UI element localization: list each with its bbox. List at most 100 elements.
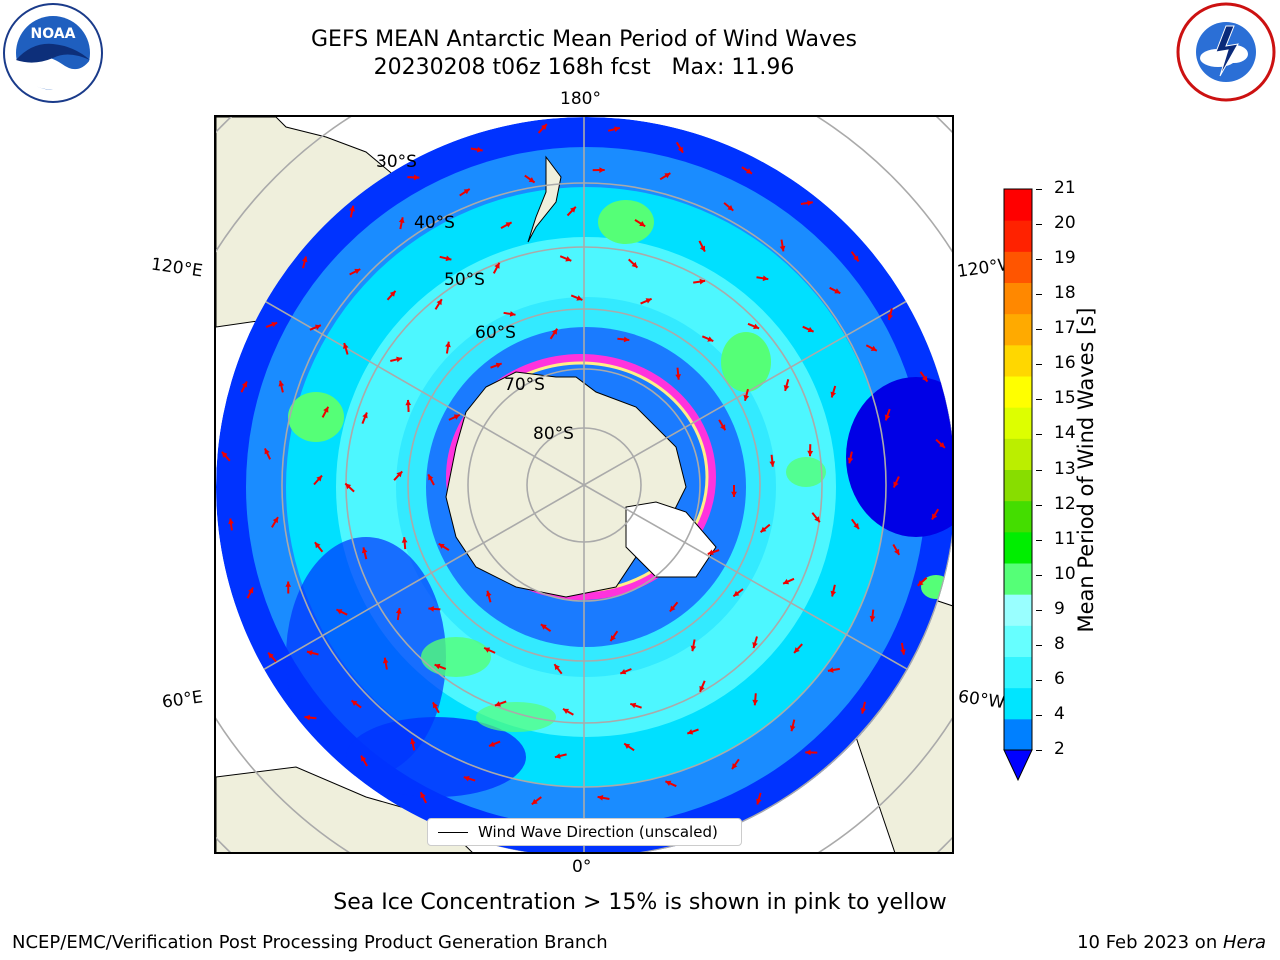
colorbar-band <box>1004 531 1032 564</box>
wave-arrow-head <box>304 714 311 721</box>
wave-arrow-head <box>727 205 734 211</box>
wave-arrow-head <box>639 221 646 227</box>
wave-arrow-head <box>860 707 867 714</box>
wave-arrow-head <box>807 200 813 206</box>
wave-arrow-head <box>528 177 535 183</box>
colorbar-tick-label: 2 <box>1054 739 1065 759</box>
wave-arrow-head <box>887 314 893 320</box>
colorbar-tick-mark <box>1036 329 1042 331</box>
colorbar-tick-mark <box>1036 539 1042 541</box>
colorbar-tick-mark <box>1036 714 1042 716</box>
wave-arrow-head <box>445 341 451 348</box>
wave-arrow-head <box>301 256 308 263</box>
new-zealand-land <box>527 155 562 243</box>
wave-arrow-head <box>336 609 343 615</box>
map-legend: Wind Wave Direction (unscaled) <box>427 818 742 846</box>
wave-arrow-head <box>484 647 491 653</box>
wave-arrow-head <box>752 642 758 648</box>
wave-arrow-head <box>731 491 737 497</box>
wave-arrow-head <box>410 738 416 745</box>
colorbar-tick-label: 6 <box>1054 668 1065 689</box>
wave-arrow-head <box>264 448 270 455</box>
wave-arrow-head <box>917 580 924 586</box>
wave-arrow-head <box>272 517 278 524</box>
lat-label-60s: 60°S <box>475 323 516 343</box>
wave-arrow-head <box>699 245 705 252</box>
wave-arrow-head <box>665 780 672 786</box>
colorbar-tick-label: 15 <box>1054 388 1076 409</box>
colorbar-ticks: 2 4 6 8 9 10 11 12 13 14 15 16 17 18 19 20 21 <box>1036 0 1086 960</box>
wave-arrow-head <box>382 657 389 664</box>
wave-arrow-head <box>733 590 740 597</box>
lon-label-60w: 60°W <box>956 686 1007 714</box>
colorbar-band <box>1004 189 1032 221</box>
colorbar-tick-label: 14 <box>1054 423 1076 444</box>
colorbar-tick-mark <box>1036 574 1042 576</box>
colorbar-tick-label: 21 <box>1054 178 1076 198</box>
wave-arrow-head <box>271 322 278 328</box>
wave-arrow-head <box>551 328 558 335</box>
wave-arrow-head <box>438 543 445 549</box>
wave-arrow-head <box>756 798 762 805</box>
wave-arrow-head <box>361 755 367 762</box>
colorbar-band <box>1004 594 1032 626</box>
colorbar-tick-label: 19 <box>1054 248 1076 269</box>
wave-arrow-head <box>707 549 714 555</box>
wave-arrow-head <box>395 608 402 614</box>
lat-label-40s: 40°S <box>414 213 455 233</box>
wave-arrow-head <box>690 645 697 652</box>
map-panel <box>214 115 954 854</box>
colorbar-tick-mark <box>1036 294 1042 296</box>
colorbar-tick-label: 17 <box>1054 318 1076 339</box>
lon-label-120e: 120°E <box>149 254 204 282</box>
colorbar-band <box>1004 438 1032 470</box>
wave-arrow-head <box>732 763 738 770</box>
wave-arrow-head <box>285 581 292 587</box>
lat-label-70s: 70°S <box>504 375 545 395</box>
legend-line-sample <box>438 831 468 833</box>
wave-arrow-head <box>343 343 349 349</box>
colorbar-band <box>1004 407 1032 439</box>
wave-arrow-head <box>563 708 569 714</box>
wave-arrow-head <box>893 481 899 488</box>
map-canvas <box>216 117 952 852</box>
wave-arrow-head <box>316 475 322 482</box>
wave-arrow-head <box>445 255 452 262</box>
wave-arrow-head <box>434 663 441 670</box>
wave-arrow-head <box>278 380 285 387</box>
wave-arrow-head <box>489 741 495 747</box>
colorbar-band <box>1004 687 1032 720</box>
wave-arrow-head <box>814 516 820 523</box>
wave-arrow-head <box>677 146 683 153</box>
wave-arrow-head <box>362 412 368 419</box>
wave-arrow-head <box>807 450 814 457</box>
colorbar-band <box>1004 656 1032 689</box>
colorbar-tick-mark <box>1036 504 1042 506</box>
wave-arrow-head <box>614 126 620 132</box>
wave-arrow-head <box>414 174 420 181</box>
wave-arrow-head <box>645 298 652 304</box>
wave-arrow-head <box>894 548 900 555</box>
wave-arrow-head <box>807 326 814 333</box>
wave-arrow-head <box>241 381 247 388</box>
wave-arrow-head <box>599 167 605 173</box>
lon-label-60e: 60°E <box>160 687 205 713</box>
footer-host: Hera <box>1222 932 1266 953</box>
wave-arrow-head <box>720 424 726 431</box>
colorbar-tick-mark <box>1036 364 1042 366</box>
wave-arrow-head <box>805 749 811 756</box>
colorbar-swatches <box>1003 188 1033 782</box>
footer-date-text: 10 Feb 2023 on <box>1077 932 1223 953</box>
wave-arrow-head <box>753 323 760 329</box>
wave-arrow-head <box>349 205 355 212</box>
wave-arrow-head <box>783 578 790 585</box>
colorbar-band <box>1004 220 1032 252</box>
colorbar-tick-label: 8 <box>1054 633 1065 654</box>
chart-title: GEFS MEAN Antarctic Mean Period of Wind … <box>311 27 857 52</box>
colorbar-band <box>1004 500 1032 533</box>
footer-credit: NCEP/EMC/Verification Post Processing Pr… <box>12 932 608 953</box>
colorbar-tick-mark <box>1036 434 1042 436</box>
noaa-logo: NOAA <box>2 2 104 104</box>
wind-wave-arrows <box>221 123 946 846</box>
wave-arrow-head <box>922 375 928 382</box>
